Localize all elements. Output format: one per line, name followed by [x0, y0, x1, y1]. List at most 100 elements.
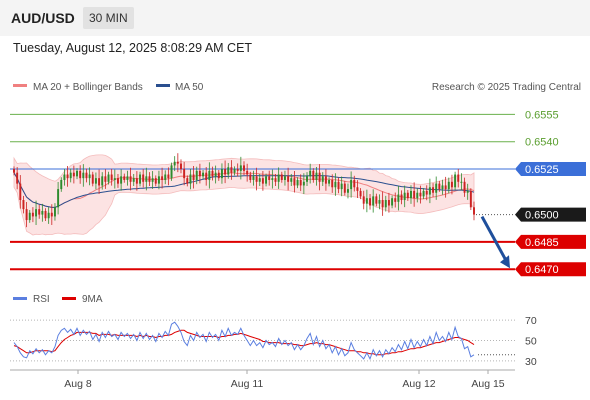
candle-body — [157, 176, 160, 184]
x-tick-label: Aug 11 — [231, 378, 264, 390]
candle-body — [145, 176, 148, 182]
rsi-pane: 70 50 30 — [10, 315, 537, 368]
candle-body — [13, 169, 15, 173]
candle-body — [236, 169, 239, 171]
candle-body — [19, 183, 22, 201]
candle-body — [365, 198, 368, 204]
candle-body — [230, 167, 233, 173]
candle-body — [469, 190, 472, 208]
candle-body — [296, 179, 299, 186]
x-axis: Aug 8 Aug 11 Aug 12 Aug 15 — [64, 370, 505, 390]
candle-body — [391, 198, 394, 206]
candle-body — [457, 174, 460, 182]
candle-body — [394, 198, 397, 202]
bollinger-legend-label: MA 20 + Bollinger Bands — [33, 82, 143, 93]
currency-pair: AUD/USD — [11, 10, 75, 26]
candle-body — [290, 178, 293, 182]
level-label-0.6525: 0.6525 — [525, 164, 559, 176]
candle-body — [53, 207, 56, 217]
candle-body — [410, 190, 412, 199]
candle-body — [233, 169, 236, 173]
candle-body — [331, 179, 334, 188]
candle-body — [116, 178, 119, 184]
candle-body — [183, 169, 186, 179]
candle-body — [312, 170, 315, 180]
level-tag-0.6485 — [515, 234, 586, 249]
candle-body — [35, 209, 38, 217]
candle-body — [167, 174, 170, 179]
level-tag-0.6500 — [515, 207, 586, 222]
candle-body — [66, 174, 69, 179]
candle-body — [413, 190, 416, 199]
candle-body — [227, 167, 230, 175]
level-tag-0.6470 — [515, 262, 586, 277]
candle-body — [441, 185, 444, 190]
candle-body — [180, 163, 182, 170]
candle-body — [76, 170, 78, 177]
candle-body — [110, 174, 113, 180]
candle-body — [239, 165, 242, 171]
candle-body — [293, 178, 296, 186]
candle-body — [261, 178, 264, 184]
candle-body — [154, 178, 157, 184]
candle-body — [243, 165, 245, 171]
candle-body — [359, 190, 362, 197]
timeframe-button[interactable]: 30 MIN — [83, 7, 134, 29]
candle-body — [47, 212, 50, 219]
candle-body — [318, 172, 321, 182]
candle-body — [189, 174, 192, 184]
candle-body — [72, 172, 75, 177]
candle-body — [422, 190, 425, 197]
candle-body — [346, 189, 349, 193]
rsi-ma-legend-label: 9MA — [82, 294, 103, 305]
candle-body — [283, 176, 286, 180]
candle-body — [69, 172, 72, 179]
candle-body — [79, 170, 82, 179]
candle-body — [466, 190, 469, 193]
candle-body — [306, 176, 308, 182]
candle-body — [381, 200, 384, 208]
candle-body — [384, 200, 387, 208]
candle-body — [460, 181, 463, 183]
rsi-ma-legend-swatch — [62, 297, 76, 300]
candle-body — [378, 200, 381, 204]
candle-body — [142, 174, 145, 182]
candle-body — [280, 174, 283, 180]
candle-body — [28, 212, 31, 221]
level-label-0.6555: 0.6555 — [525, 109, 559, 121]
candle-body — [265, 176, 268, 184]
candle-body — [274, 178, 277, 182]
candle-body — [113, 178, 116, 180]
candle-body — [170, 165, 173, 179]
candle-body — [88, 174, 91, 179]
candle-body — [334, 181, 337, 188]
ma50-line — [13, 172, 475, 208]
candle-body — [340, 183, 343, 190]
level-label-0.6500: 0.6500 — [525, 210, 559, 222]
candle-body — [104, 176, 107, 182]
candle-body — [463, 181, 466, 193]
rsi-legend-label: RSI — [33, 294, 50, 305]
candle-body — [195, 170, 198, 180]
x-tick-label: Aug 15 — [471, 378, 504, 390]
candle-body — [419, 192, 422, 197]
candle-body — [217, 172, 220, 179]
candle-body — [425, 190, 428, 195]
ma50-legend-swatch — [156, 84, 170, 87]
candle-body — [205, 172, 208, 180]
level-label-0.6470: 0.6470 — [525, 264, 559, 276]
candle-body — [432, 187, 435, 193]
header-bar: AUD/USD 30 MIN — [0, 0, 590, 36]
bollinger-legend-swatch — [13, 84, 27, 87]
candle-body — [164, 174, 167, 180]
candle-body — [444, 185, 447, 190]
candle-body — [315, 172, 318, 180]
timestamp: Tuesday, August 12, 2025 8:08:29 AM CET — [13, 41, 253, 55]
candle-body — [211, 170, 214, 177]
candle-body — [98, 178, 101, 186]
rsi-tick-30: 30 — [525, 356, 537, 368]
candle-body — [214, 172, 217, 177]
candle-body — [428, 187, 431, 195]
